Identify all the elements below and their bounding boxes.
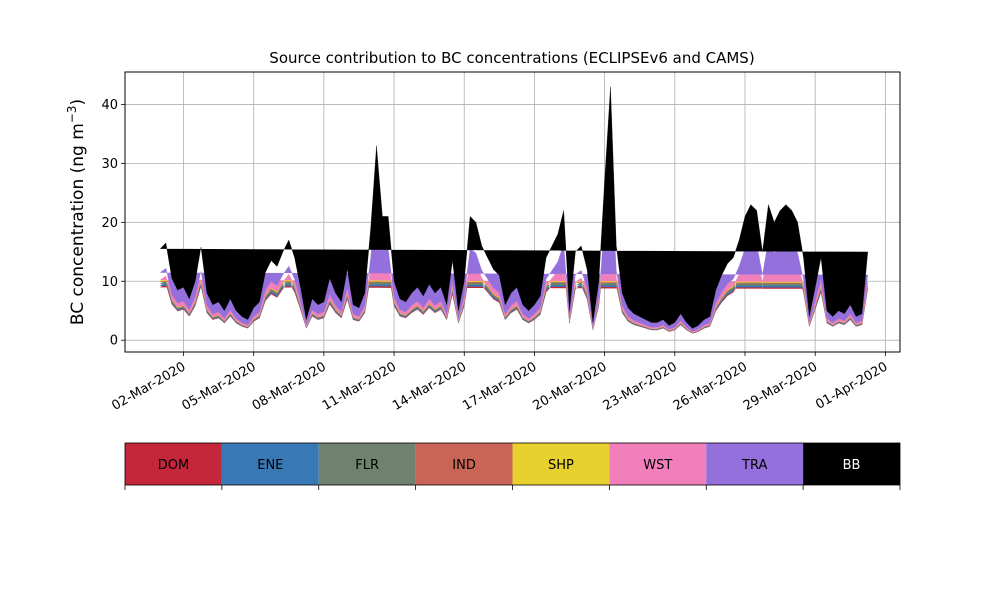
legend-swatch-tra — [706, 443, 804, 485]
x-tick-label: 23-Mar-2020 — [601, 359, 680, 413]
legend-swatch-ind — [415, 443, 513, 485]
x-axis-ticks: 02-Mar-202005-Mar-202008-Mar-202011-Mar-… — [109, 352, 890, 414]
x-tick-label: 20-Mar-2020 — [530, 359, 609, 413]
y-tick-label: 10 — [101, 275, 118, 290]
y-axis-ticks: 0 10 20 30 40 — [101, 98, 125, 349]
x-tick-label: 02-Mar-2020 — [109, 359, 188, 413]
x-tick-label: 11-Mar-2020 — [320, 359, 399, 413]
x-tick-label: 14-Mar-2020 — [390, 359, 469, 413]
x-tick-label: 17-Mar-2020 — [460, 359, 539, 413]
legend-label-ene: ENE — [257, 458, 283, 473]
plot-frame — [124, 71, 901, 353]
legend-label-wst: WST — [643, 458, 672, 473]
legend-swatch-wst — [609, 443, 707, 485]
legend-swatch-ene — [221, 443, 319, 485]
stacked-areas — [159, 86, 868, 334]
source-legend-colorbar: DOM ENE FLR IND SHP WST TRA BB — [124, 442, 901, 490]
legend-label-shp: SHP — [548, 458, 574, 473]
legend-label-tra: TRA — [741, 458, 767, 473]
x-tick-label: 26-Mar-2020 — [671, 359, 750, 413]
y-axis-label-close: ) — [68, 99, 88, 106]
x-tick-label: 29-Mar-2020 — [741, 359, 820, 413]
legend-swatch-bb — [803, 443, 900, 485]
legend-label-flr: FLR — [355, 458, 379, 473]
area-bb — [159, 86, 868, 329]
y-tick-label: 20 — [101, 216, 118, 231]
plot-area: 0 10 20 30 40 02-Mar-202005-Mar-202008-Mar-2… — [101, 71, 901, 414]
legend-swatch-flr — [318, 443, 416, 485]
y-axis-label: BC concentration (ng m−3) — [65, 99, 88, 325]
legend-label-ind: IND — [452, 458, 476, 473]
legend-swatch-dom — [125, 443, 222, 485]
y-axis-label-main: BC concentration (ng m — [68, 123, 88, 325]
chart-title: Source contribution to BC concentrations… — [269, 49, 754, 67]
legend-label-bb: BB — [843, 458, 861, 473]
y-tick-label: 0 — [110, 334, 118, 349]
y-tick-label: 40 — [101, 98, 118, 113]
x-tick-label: 08-Mar-2020 — [250, 359, 329, 413]
y-tick-label: 30 — [101, 157, 118, 172]
y-axis-label-exponent: −3 — [65, 105, 79, 123]
legend-label-dom: DOM — [158, 458, 189, 473]
legend-frame — [124, 442, 901, 486]
x-tick-label: 05-Mar-2020 — [180, 359, 259, 413]
legend-swatch-shp — [512, 443, 610, 485]
x-tick-label: 01-Apr-2020 — [813, 359, 890, 412]
